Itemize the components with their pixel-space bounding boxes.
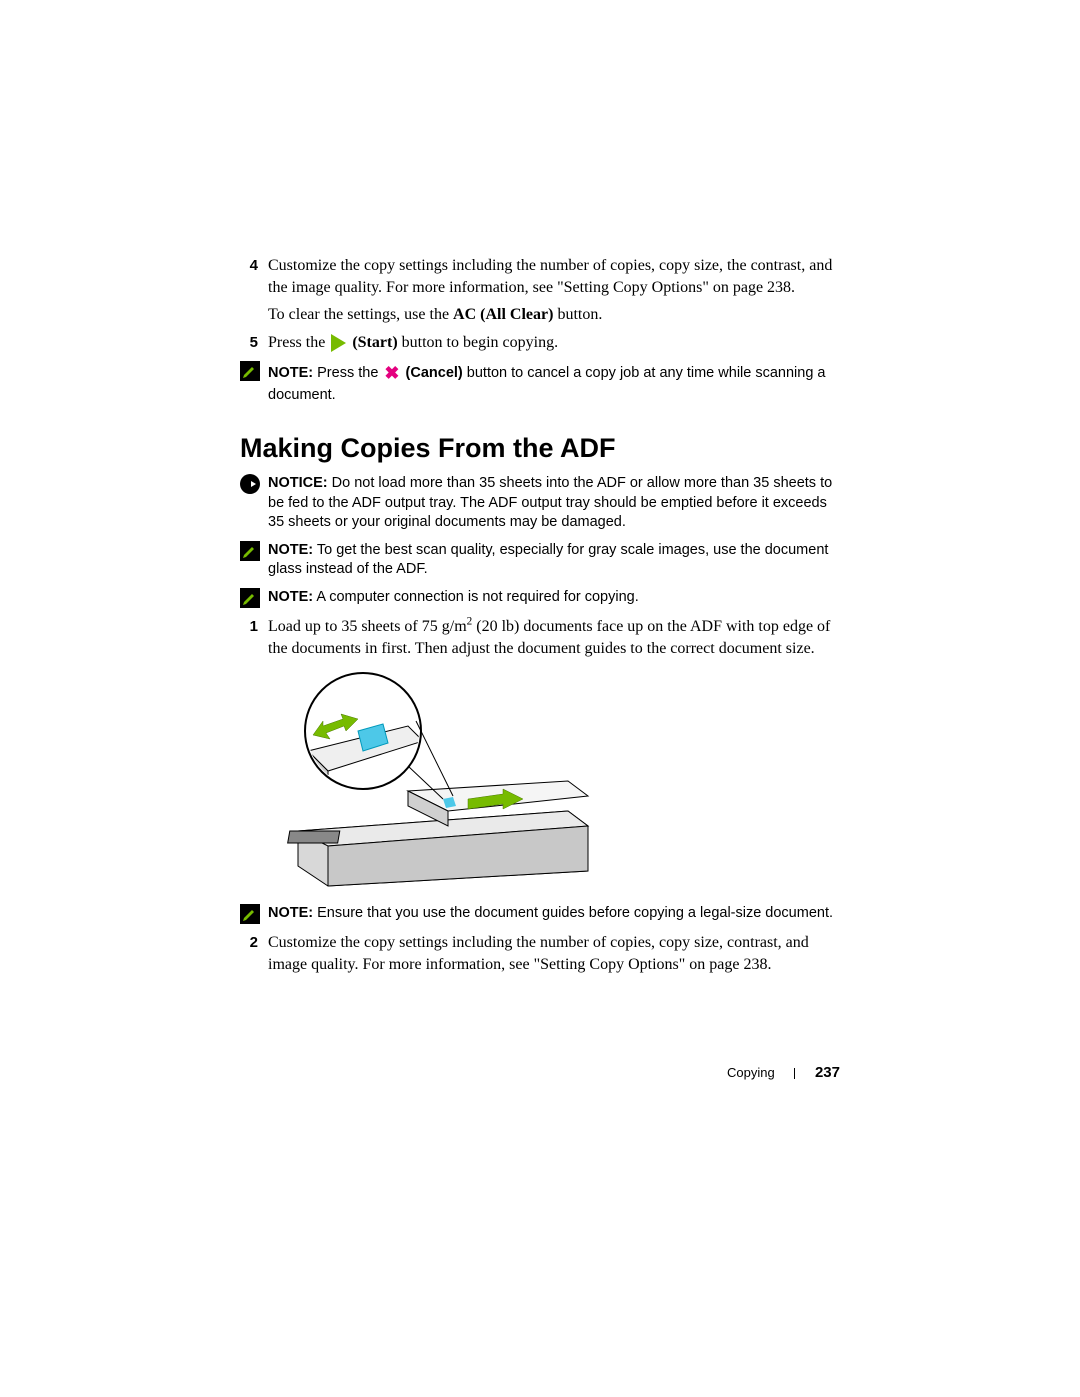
note-text: NOTE: To get the best scan quality, espe… [268,541,840,580]
bold-text: (Cancel) [402,365,463,381]
note-pencil-icon [240,361,260,381]
note-text: NOTE: A computer connection is not requi… [268,588,840,608]
text: button to begin copying. [398,334,558,351]
bold-text: AC (All Clear) [453,306,553,323]
note-icon-box [240,904,268,924]
step-2: 2 Customize the copy settings including … [240,932,840,975]
note-label: NOTE: [268,589,313,605]
note-pencil-icon [240,588,260,608]
text: Press the [313,365,382,381]
note-cancel: NOTE: Press the ✖ (Cancel) button to can… [240,361,840,405]
note-icon-box [240,361,268,405]
text: Load up to 35 sheets of 75 g/m [268,618,467,635]
step-number: 5 [240,332,268,354]
start-play-icon [331,334,346,352]
notice-arrow-icon [240,474,260,494]
note-label: NOTE: [268,905,313,921]
step-4: 4 Customize the copy settings including … [240,255,840,298]
footer-separator [794,1068,795,1079]
text: Ensure that you use the document guides … [313,905,833,921]
text: Do not load more than 35 sheets into the… [268,475,832,530]
adf-illustration [268,671,840,896]
notice-icon-box [240,474,268,533]
note-legal: NOTE: Ensure that you use the document g… [240,904,840,924]
note-pencil-icon [240,541,260,561]
step-1: 1 Load up to 35 sheets of 75 g/m2 (20 lb… [240,616,840,659]
note-icon-box [240,588,268,608]
footer-section: Copying [727,1065,775,1080]
note-text: NOTE: Ensure that you use the document g… [268,904,840,924]
step-text: Customize the copy settings including th… [268,255,840,298]
step-number: 4 [240,255,268,298]
note-label: NOTE: [268,542,313,558]
text: Press the [268,334,329,351]
page-content: 4 Customize the copy settings including … [240,255,840,981]
text: A computer connection is not required fo… [313,589,639,605]
step-number: 1 [240,616,268,659]
step-4-clear: To clear the settings, use the AC (All C… [268,304,840,326]
section-heading: Making Copies From the ADF [240,433,840,464]
text: button. [553,306,602,323]
note-text: NOTE: Press the ✖ (Cancel) button to can… [268,361,840,405]
cancel-x-icon: ✖ [384,361,399,385]
step-5: 5 Press the (Start) button to begin copy… [240,332,840,354]
footer-page-number: 237 [815,1064,840,1081]
note-connection: NOTE: A computer connection is not requi… [240,588,840,608]
page-footer: Copying 237 [240,1064,840,1081]
step-text: Press the (Start) button to begin copyin… [268,332,840,354]
notice-adf: NOTICE: Do not load more than 35 sheets … [240,474,840,533]
step-number: 2 [240,932,268,975]
note-grayscale: NOTE: To get the best scan quality, espe… [240,541,840,580]
note-icon-box [240,541,268,580]
text: To clear the settings, use the [268,306,453,323]
printer-adf-diagram [268,671,608,891]
step-text: Customize the copy settings including th… [268,932,840,975]
notice-label: NOTICE: [268,475,328,491]
text: To get the best scan quality, especially… [268,542,828,578]
note-label: NOTE: [268,365,313,381]
note-pencil-icon [240,904,260,924]
step-text: Load up to 35 sheets of 75 g/m2 (20 lb) … [268,616,840,659]
notice-text: NOTICE: Do not load more than 35 sheets … [268,474,840,533]
bold-text: (Start) [348,334,397,351]
